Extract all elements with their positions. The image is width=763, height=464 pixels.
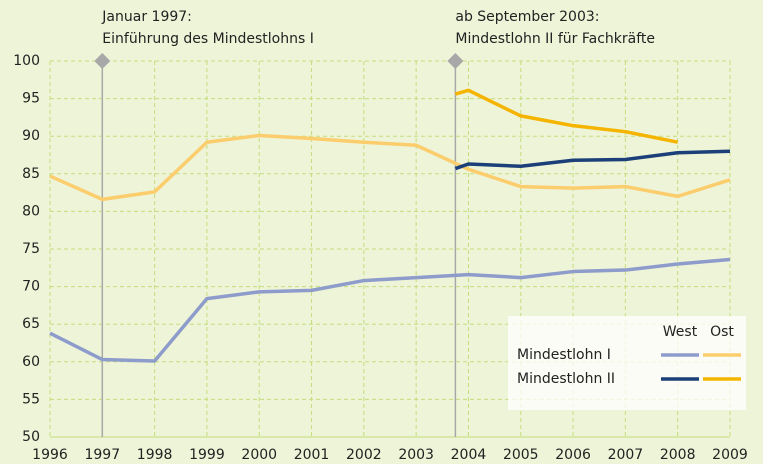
annotation-marker [447, 53, 464, 69]
annotation-text: Januar 1997: [101, 9, 192, 25]
y-tick-label: 55 [22, 391, 40, 407]
y-tick-label: 90 [22, 128, 40, 144]
annotation-text: Einführung des Mindestlohns I [102, 31, 314, 47]
x-tick-label: 2006 [555, 447, 591, 463]
annotation-marker [94, 53, 111, 69]
x-tick-label: 1998 [137, 447, 173, 463]
x-tick-label: 2003 [398, 447, 434, 463]
annotation-text: ab September 2003: [455, 9, 599, 25]
legend-box [508, 316, 746, 410]
y-tick-label: 50 [22, 429, 40, 445]
y-tick-label: 95 [22, 91, 40, 107]
x-tick-label: 1999 [189, 447, 225, 463]
y-tick-label: 75 [22, 241, 40, 257]
series-line [454, 88, 679, 144]
y-tick-label: 85 [22, 166, 40, 182]
x-tick-label: 2001 [294, 447, 330, 463]
annotation-text: Mindestlohn II für Fachkräfte [455, 31, 655, 47]
y-tick-label: 100 [13, 53, 40, 69]
series-line [49, 257, 731, 363]
legend-label: Mindestlohn II [517, 371, 615, 387]
series-line [454, 149, 731, 171]
legend-column: West [663, 324, 698, 340]
x-tick-label: 2005 [503, 447, 539, 463]
y-tick-label: 70 [22, 279, 40, 295]
series-line [49, 133, 731, 202]
x-tick-label: 2009 [712, 447, 748, 463]
legend-label: Mindestlohn I [517, 347, 611, 363]
x-tick-label: 1996 [32, 447, 68, 463]
x-tick-label: 2002 [346, 447, 382, 463]
y-tick-label: 80 [22, 203, 40, 219]
y-tick-label: 65 [22, 316, 40, 332]
legend-column: Ost [710, 324, 734, 340]
x-tick-label: 1997 [84, 447, 120, 463]
x-tick-label: 2008 [660, 447, 696, 463]
x-tick-label: 2004 [451, 447, 487, 463]
x-tick-label: 2000 [241, 447, 277, 463]
x-tick-label: 2007 [608, 447, 644, 463]
y-tick-label: 60 [22, 354, 40, 370]
